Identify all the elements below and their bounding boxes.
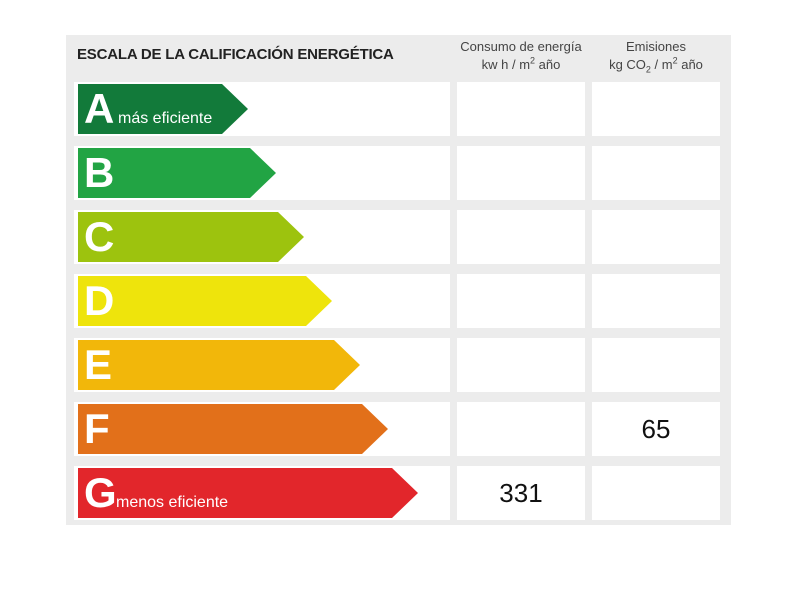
rating-arrow-shape	[78, 148, 276, 198]
rating-letter: F	[84, 405, 110, 452]
emisiones-header-line2: kg CO2 / m2 año	[609, 55, 703, 75]
emisiones-value-cell	[592, 274, 720, 328]
rating-sublabel: menos eficiente	[116, 494, 229, 511]
rating-arrow-e: E	[78, 340, 360, 390]
rating-arrow-shape	[78, 84, 248, 134]
rating-arrow-shape	[78, 276, 332, 326]
rating-bar-cell: C	[74, 210, 450, 264]
emisiones-value-cell	[592, 146, 720, 200]
rating-arrow-c: C	[78, 212, 304, 262]
emisiones-value-cell	[592, 338, 720, 392]
rating-bar-cell: B	[74, 146, 450, 200]
consumo-value-cell	[457, 146, 585, 200]
rating-letter: B	[84, 149, 115, 196]
label-title: ESCALA DE LA CALIFICACIÓN ENERGÉTICA	[77, 46, 394, 63]
emisiones-value-cell	[592, 210, 720, 264]
consumo-value-cell	[457, 338, 585, 392]
rating-arrow-b: B	[78, 148, 276, 198]
rating-arrow-shape	[78, 212, 304, 262]
rating-letter: A	[84, 85, 115, 132]
rating-arrow-shape	[78, 340, 360, 390]
emisiones-header-line1: Emisiones	[626, 39, 686, 54]
consumo-value-cell: 331	[457, 466, 585, 520]
rating-letter: D	[84, 277, 115, 324]
rating-bar-cell: D	[74, 274, 450, 328]
column-header-emisiones: Emisiones kg CO2 / m2 año	[592, 38, 720, 74]
rating-bar-cell: F	[74, 402, 450, 456]
emisiones-value-cell	[592, 466, 720, 520]
rating-arrow-d: D	[78, 276, 332, 326]
rating-arrow-shape	[78, 404, 388, 454]
consumo-value-cell	[457, 210, 585, 264]
rating-arrow-shape	[78, 468, 418, 518]
consumo-header-line2: kw h / m2 año	[481, 55, 561, 72]
emisiones-value-cell: 65	[592, 402, 720, 456]
rating-letter: C	[84, 213, 115, 260]
consumo-value-cell	[457, 402, 585, 456]
rating-letter: E	[84, 341, 113, 388]
consumo-header-line1: Consumo de energía	[460, 39, 582, 54]
rating-letter: G	[84, 469, 117, 516]
consumo-value-cell	[457, 82, 585, 136]
column-header-consumo: Consumo de energía kw h / m2 año	[456, 38, 586, 74]
rating-bar-cell: E	[74, 338, 450, 392]
consumo-value-cell	[457, 274, 585, 328]
rating-arrow-f: F	[78, 404, 388, 454]
emisiones-value-cell	[592, 82, 720, 136]
rating-sublabel: más eficiente	[118, 110, 213, 127]
